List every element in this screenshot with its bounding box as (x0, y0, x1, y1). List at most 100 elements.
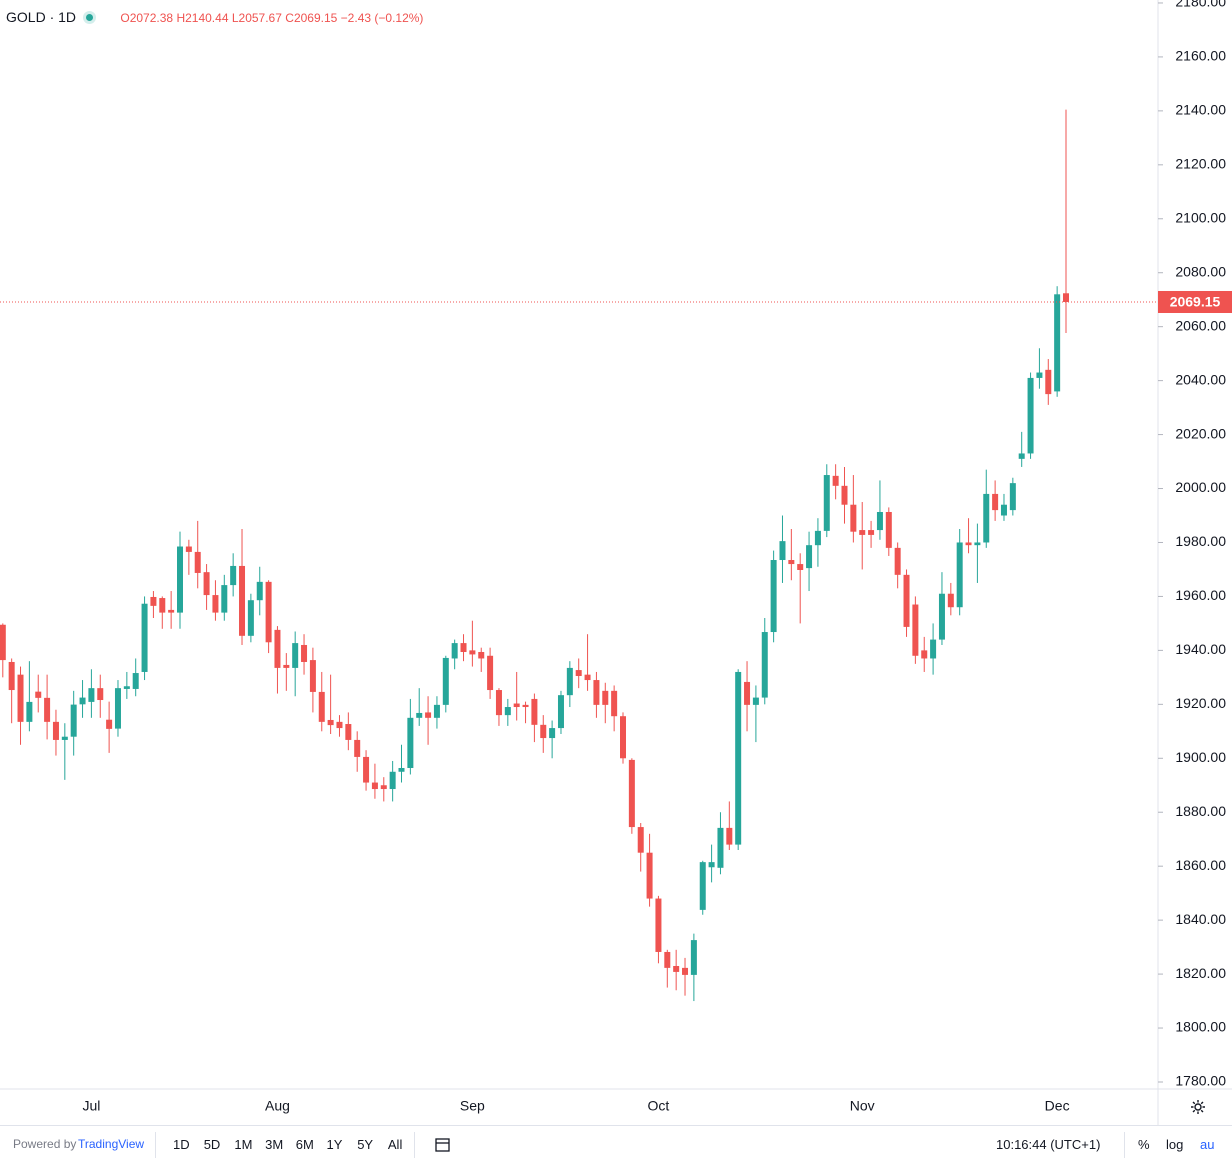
low-value: 2057.67 (238, 11, 282, 25)
candle-body (566, 667, 573, 696)
candle-body (292, 643, 299, 668)
candle-body (389, 771, 396, 790)
y-tick-label: 2000.00 (1175, 479, 1226, 495)
y-tick-label: 1980.00 (1175, 533, 1226, 549)
candle-body (628, 759, 635, 828)
candle-body (682, 967, 689, 975)
candle-body (938, 593, 945, 640)
y-tick-label: 1820.00 (1175, 965, 1226, 981)
candle-body (1018, 453, 1025, 459)
candle-body (504, 707, 511, 716)
range-button[interactable]: 1M (234, 1137, 253, 1152)
candle-body (655, 898, 662, 952)
candle-body (664, 951, 671, 968)
x-tick-label: Dec (1045, 1098, 1070, 1114)
x-tick-label: Nov (850, 1098, 875, 1114)
candle-body (1045, 369, 1052, 395)
candle-body (194, 551, 201, 573)
candle-body (930, 639, 937, 659)
candle-body (460, 643, 467, 652)
candle-body (584, 674, 591, 681)
candle-body (371, 782, 378, 790)
open-value: 2072.38 (129, 11, 174, 25)
candle-body (850, 504, 857, 532)
candle-body (956, 542, 963, 608)
candle-body (256, 581, 263, 601)
candle-body (806, 545, 813, 569)
range-button[interactable]: All (387, 1137, 403, 1152)
candle-body (451, 643, 458, 659)
candle-body (859, 530, 866, 535)
powered-by: Powered by (13, 1137, 77, 1151)
candle-body (637, 827, 644, 853)
candle-body (947, 593, 954, 608)
range-button[interactable]: 6M (295, 1137, 314, 1152)
candle-body (185, 546, 192, 552)
candle-body (265, 581, 272, 643)
candle-body (726, 827, 733, 845)
candle-body (557, 695, 564, 729)
x-tick-label: Oct (648, 1098, 670, 1114)
y-tick-label: 2160.00 (1175, 48, 1226, 64)
candle-body (779, 541, 786, 561)
brand-link[interactable]: TradingView (78, 1137, 145, 1151)
auto-button[interactable]: au (1200, 1137, 1215, 1152)
candle-body (522, 704, 529, 708)
candle-body (717, 827, 724, 868)
candle-body (88, 688, 95, 702)
candle-body (708, 862, 715, 868)
candle-body (1036, 372, 1043, 378)
candle-body (35, 691, 42, 698)
candle-body (770, 560, 777, 633)
candle-body (114, 688, 121, 729)
candle-body (823, 475, 830, 531)
candle-body (469, 650, 476, 655)
candle-body (44, 697, 51, 722)
candle-body (797, 564, 804, 570)
candle-body (744, 681, 751, 705)
candle-body (513, 703, 520, 708)
candle-body (690, 940, 697, 975)
candle-body (735, 671, 742, 845)
candle-body (177, 546, 183, 613)
percent-button[interactable]: % (1138, 1137, 1150, 1152)
chart: 1780.00 1800.00 1820.00 1840.00 1860.00 1880.… (0, 0, 1232, 1125)
candle-body (8, 661, 15, 691)
candles (0, 109, 1069, 1002)
range-button[interactable]: 5D (203, 1137, 221, 1152)
range-button[interactable]: 1D (173, 1137, 190, 1152)
candle-body (212, 595, 219, 613)
y-tick-label: 1800.00 (1175, 1019, 1226, 1035)
y-tick-label: 1920.00 (1175, 695, 1226, 711)
candle-body (903, 574, 910, 627)
candle-body (123, 686, 130, 689)
candle-body (132, 673, 139, 689)
candle-body (301, 644, 308, 662)
gear-center (1194, 1103, 1202, 1111)
candle-body (983, 493, 990, 543)
range-button[interactable]: 3M (265, 1137, 284, 1152)
range-button[interactable]: 5Y (357, 1137, 374, 1152)
candle-body (478, 651, 485, 659)
candle-body (52, 721, 59, 740)
candle-body (992, 493, 999, 511)
settings-icon[interactable] (1191, 1100, 1205, 1114)
candle-body (761, 632, 768, 698)
candle-body (620, 716, 626, 759)
candle-body (309, 660, 316, 692)
last-price-tag (1158, 290, 1232, 313)
range-button[interactable]: 1Y (326, 1137, 343, 1152)
candle-body (0, 624, 6, 661)
date-range-icon[interactable] (433, 1135, 453, 1155)
log-button[interactable]: log (1166, 1137, 1184, 1152)
y-tick-label: 1940.00 (1175, 641, 1226, 657)
candle-body (699, 862, 706, 910)
candle-body (876, 511, 883, 531)
candle-body (602, 690, 609, 705)
divider (1124, 1132, 1125, 1158)
x-tick-label: Aug (265, 1098, 290, 1114)
candle-body (239, 565, 246, 636)
candle-body (1063, 293, 1069, 302)
candle-body (79, 697, 86, 705)
divider (155, 1132, 156, 1158)
